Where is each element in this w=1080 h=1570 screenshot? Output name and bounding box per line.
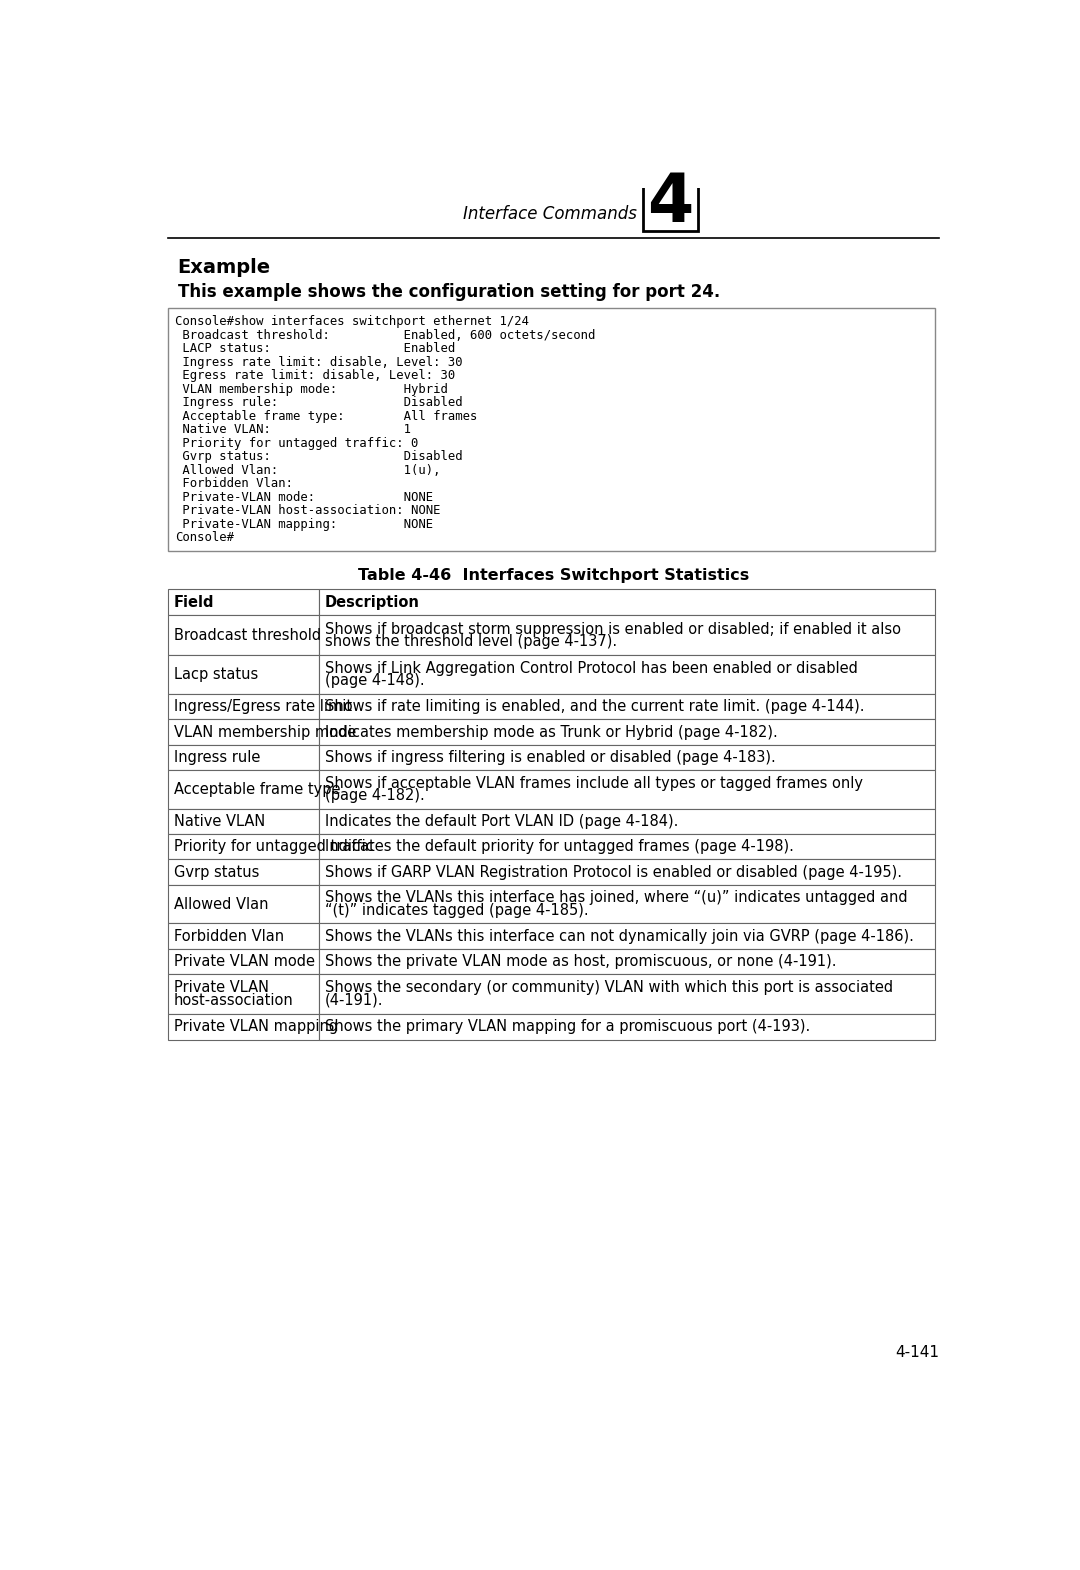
FancyBboxPatch shape xyxy=(319,809,935,834)
Text: Egress rate limit: disable, Level: 30: Egress rate limit: disable, Level: 30 xyxy=(175,369,456,383)
Text: Shows the private VLAN mode as host, promiscuous, or none (4-191).: Shows the private VLAN mode as host, pro… xyxy=(325,955,836,969)
Text: Native VLAN: Native VLAN xyxy=(174,813,265,829)
Text: Shows if acceptable VLAN frames include all types or tagged frames only: Shows if acceptable VLAN frames include … xyxy=(325,776,863,791)
Text: Forbidden Vlan: Forbidden Vlan xyxy=(174,928,284,944)
FancyBboxPatch shape xyxy=(319,744,935,771)
FancyBboxPatch shape xyxy=(319,1014,935,1039)
Text: Broadcast threshold:          Enabled, 600 octets/second: Broadcast threshold: Enabled, 600 octets… xyxy=(175,330,596,342)
Text: Ingress rate limit: disable, Level: 30: Ingress rate limit: disable, Level: 30 xyxy=(175,356,463,369)
FancyBboxPatch shape xyxy=(167,834,319,859)
FancyBboxPatch shape xyxy=(319,885,935,923)
Text: Indicates the default Port VLAN ID (page 4-184).: Indicates the default Port VLAN ID (page… xyxy=(325,813,678,829)
FancyBboxPatch shape xyxy=(319,948,935,973)
FancyBboxPatch shape xyxy=(167,308,935,551)
Text: Gvrp status:                  Disabled: Gvrp status: Disabled xyxy=(175,451,463,463)
Text: Indicates membership mode as Trunk or Hybrid (page 4-182).: Indicates membership mode as Trunk or Hy… xyxy=(325,724,778,739)
Text: Native VLAN:                  1: Native VLAN: 1 xyxy=(175,424,411,436)
Text: Shows if GARP VLAN Registration Protocol is enabled or disabled (page 4-195).: Shows if GARP VLAN Registration Protocol… xyxy=(325,865,902,879)
Text: Interface Commands: Interface Commands xyxy=(463,204,637,223)
FancyBboxPatch shape xyxy=(167,771,319,809)
Text: Ingress rule: Ingress rule xyxy=(174,750,260,765)
Text: This example shows the configuration setting for port 24.: This example shows the configuration set… xyxy=(177,283,720,301)
Text: Shows if ingress filtering is enabled or disabled (page 4-183).: Shows if ingress filtering is enabled or… xyxy=(325,750,775,765)
FancyBboxPatch shape xyxy=(167,923,319,948)
Text: LACP status:                  Enabled: LACP status: Enabled xyxy=(175,342,456,355)
FancyBboxPatch shape xyxy=(643,176,699,231)
Text: Gvrp status: Gvrp status xyxy=(174,865,259,879)
Text: host-association: host-association xyxy=(174,994,294,1008)
Text: Allowed Vlan:                 1(u),: Allowed Vlan: 1(u), xyxy=(175,463,441,477)
FancyBboxPatch shape xyxy=(167,1014,319,1039)
Text: Private VLAN mapping: Private VLAN mapping xyxy=(174,1019,338,1035)
Text: (4-191).: (4-191). xyxy=(325,992,383,1008)
FancyBboxPatch shape xyxy=(167,655,319,694)
Text: Console#: Console# xyxy=(175,531,234,545)
Text: Ingress rule:                 Disabled: Ingress rule: Disabled xyxy=(175,396,463,410)
FancyBboxPatch shape xyxy=(167,948,319,973)
Text: Forbidden Vlan:: Forbidden Vlan: xyxy=(175,477,294,490)
Text: Shows the VLANs this interface has joined, where “(u)” indicates untagged and: Shows the VLANs this interface has joine… xyxy=(325,890,907,906)
Text: Table 4-46  Interfaces Switchport Statistics: Table 4-46 Interfaces Switchport Statist… xyxy=(357,568,750,582)
Text: Priority for untagged traffic: 0: Priority for untagged traffic: 0 xyxy=(175,436,419,449)
FancyBboxPatch shape xyxy=(319,655,935,694)
FancyBboxPatch shape xyxy=(167,859,319,885)
FancyBboxPatch shape xyxy=(319,694,935,719)
FancyBboxPatch shape xyxy=(319,615,935,655)
Text: 4: 4 xyxy=(647,170,693,236)
Text: (page 4-182).: (page 4-182). xyxy=(325,788,424,804)
Text: Private-VLAN mode:            NONE: Private-VLAN mode: NONE xyxy=(175,491,433,504)
Text: Console#show interfaces switchport ethernet 1/24: Console#show interfaces switchport ether… xyxy=(175,316,529,328)
FancyBboxPatch shape xyxy=(319,859,935,885)
Text: Priority for untagged traffic: Priority for untagged traffic xyxy=(174,840,374,854)
Text: Shows if broadcast storm suppression is enabled or disabled; if enabled it also: Shows if broadcast storm suppression is … xyxy=(325,622,901,636)
FancyBboxPatch shape xyxy=(167,809,319,834)
Text: shows the threshold level (page 4-137).: shows the threshold level (page 4-137). xyxy=(325,634,617,648)
Text: VLAN membership mode: VLAN membership mode xyxy=(174,724,356,739)
Text: Example: Example xyxy=(177,257,271,276)
FancyBboxPatch shape xyxy=(319,771,935,809)
FancyBboxPatch shape xyxy=(167,615,319,655)
FancyBboxPatch shape xyxy=(167,973,319,1014)
Text: Shows if rate limiting is enabled, and the current rate limit. (page 4-144).: Shows if rate limiting is enabled, and t… xyxy=(325,699,864,714)
Text: Private VLAN: Private VLAN xyxy=(174,980,269,995)
FancyBboxPatch shape xyxy=(319,719,935,744)
Text: Description: Description xyxy=(325,595,420,609)
Text: Private-VLAN host-association: NONE: Private-VLAN host-association: NONE xyxy=(175,504,441,517)
FancyBboxPatch shape xyxy=(319,923,935,948)
FancyBboxPatch shape xyxy=(167,885,319,923)
Text: Private-VLAN mapping:         NONE: Private-VLAN mapping: NONE xyxy=(175,518,433,531)
Text: Shows the VLANs this interface can not dynamically join via GVRP (page 4-186).: Shows the VLANs this interface can not d… xyxy=(325,928,914,944)
Text: Shows if Link Aggregation Control Protocol has been enabled or disabled: Shows if Link Aggregation Control Protoc… xyxy=(325,661,858,677)
Text: Indicates the default priority for untagged frames (page 4-198).: Indicates the default priority for untag… xyxy=(325,840,794,854)
FancyBboxPatch shape xyxy=(167,589,319,615)
Text: Lacp status: Lacp status xyxy=(174,667,258,681)
Text: Acceptable frame type: Acceptable frame type xyxy=(174,782,340,798)
FancyBboxPatch shape xyxy=(319,589,935,615)
FancyBboxPatch shape xyxy=(319,973,935,1014)
Text: 4-141: 4-141 xyxy=(895,1345,940,1360)
Text: Shows the primary VLAN mapping for a promiscuous port (4-193).: Shows the primary VLAN mapping for a pro… xyxy=(325,1019,810,1035)
Text: Private VLAN mode: Private VLAN mode xyxy=(174,955,314,969)
Text: Allowed Vlan: Allowed Vlan xyxy=(174,896,268,912)
FancyBboxPatch shape xyxy=(167,694,319,719)
Text: (page 4-148).: (page 4-148). xyxy=(325,674,424,688)
Text: Ingress/Egress rate limit: Ingress/Egress rate limit xyxy=(174,699,352,714)
Text: Field: Field xyxy=(174,595,214,609)
Text: “(t)” indicates tagged (page 4-185).: “(t)” indicates tagged (page 4-185). xyxy=(325,903,589,918)
FancyBboxPatch shape xyxy=(319,834,935,859)
Text: VLAN membership mode:         Hybrid: VLAN membership mode: Hybrid xyxy=(175,383,448,396)
Text: Shows the secondary (or community) VLAN with which this port is associated: Shows the secondary (or community) VLAN … xyxy=(325,980,893,995)
Text: Acceptable frame type:        All frames: Acceptable frame type: All frames xyxy=(175,410,477,422)
FancyBboxPatch shape xyxy=(167,744,319,771)
Text: Broadcast threshold: Broadcast threshold xyxy=(174,628,321,642)
FancyBboxPatch shape xyxy=(167,719,319,744)
